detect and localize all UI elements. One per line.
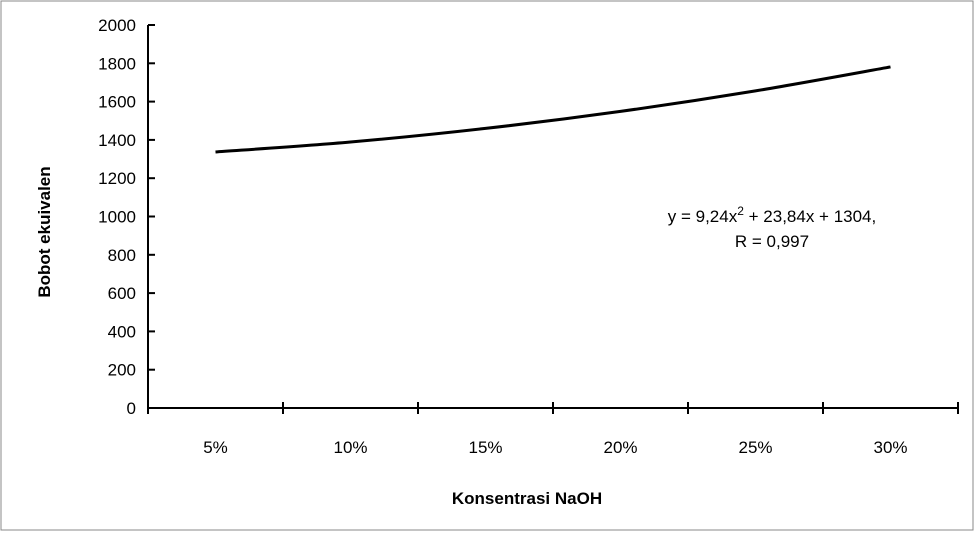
x-tick-label: 5% [203, 438, 228, 457]
equation-annotation: y = 9,24x2 + 23,84x + 1304, [668, 204, 877, 226]
series-line [215, 65, 891, 154]
x-tick-label: 30% [873, 438, 907, 457]
equation-suffix: + 23,84x + 1304, [744, 207, 876, 226]
y-tick-label: 1200 [98, 169, 136, 188]
y-tick-label: 1000 [98, 208, 136, 227]
y-tick-label: 800 [108, 246, 136, 265]
y-tick-label: 2000 [98, 16, 136, 35]
y-tick-label: 200 [108, 361, 136, 380]
y-tick-label: 0 [127, 399, 136, 418]
y-tick-label: 400 [108, 322, 136, 341]
y-tick-label: 600 [108, 284, 136, 303]
equation-superscript: 2 [737, 204, 744, 218]
y-tick-label: 1400 [98, 131, 136, 150]
x-axis-title: Konsentrasi NaOH [452, 489, 602, 508]
x-tick-label: 15% [468, 438, 502, 457]
x-tick-label: 25% [738, 438, 772, 457]
x-tick-label: 10% [333, 438, 367, 457]
r-value-annotation: R = 0,997 [735, 232, 809, 251]
y-tick-label: 1800 [98, 54, 136, 73]
y-tick-label: 1600 [98, 93, 136, 112]
y-axis-title: Bobot ekuivalen [35, 166, 54, 297]
equation-prefix: y = 9,24x [668, 207, 738, 226]
y-axis-ticks: 0 200 400 600 800 1000 1200 1400 1600 1800 2000 [98, 16, 155, 418]
x-tick-label: 20% [603, 438, 637, 457]
series-layer [215, 65, 891, 154]
